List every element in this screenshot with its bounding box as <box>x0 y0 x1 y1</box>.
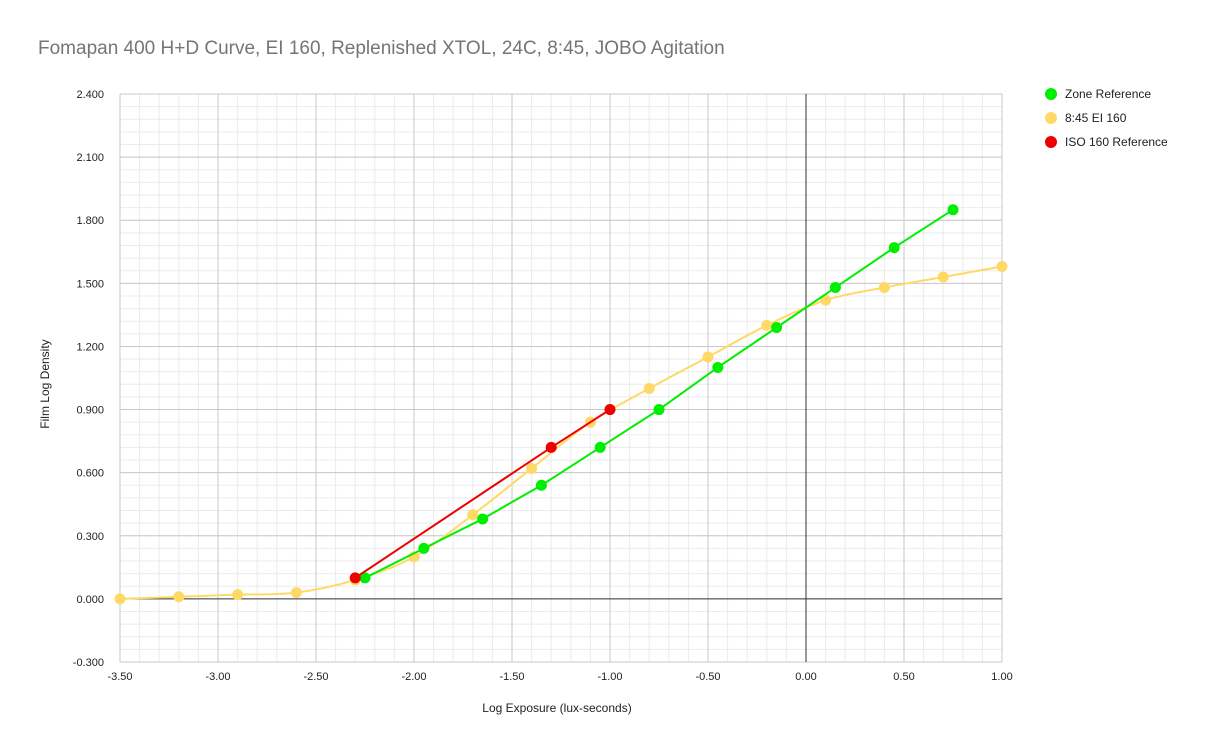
minor-grid <box>119 93 1003 663</box>
data-point-zone-reference <box>653 404 665 416</box>
data-point-zone-reference <box>535 479 547 491</box>
y-tick-label: 0.600 <box>76 468 104 480</box>
data-point-zone-reference <box>771 322 783 334</box>
data-point-8-45-ei-160 <box>173 591 185 603</box>
legend-label-8-45-ei-160: 8:45 EI 160 <box>1065 111 1127 125</box>
legend-marker-iso-160-reference <box>1045 136 1057 148</box>
data-point-zone-reference <box>888 242 900 254</box>
x-tick-label: 1.00 <box>991 671 1012 683</box>
data-point-8-45-ei-160 <box>114 593 126 605</box>
x-tick-label: -0.50 <box>695 671 720 683</box>
x-tick-label: -2.00 <box>401 671 426 683</box>
y-tick-label: -0.300 <box>73 657 104 669</box>
data-point-8-45-ei-160 <box>937 271 949 283</box>
legend-label-zone-reference: Zone Reference <box>1065 87 1151 101</box>
y-tick-label: 2.400 <box>76 89 104 101</box>
series-layer <box>114 204 1008 605</box>
x-tick-label: -1.50 <box>499 671 524 683</box>
x-tick-label: -2.50 <box>303 671 328 683</box>
x-tick-label: 0.50 <box>893 671 914 683</box>
data-point-8-45-ei-160 <box>526 462 538 474</box>
data-point-zone-reference <box>477 513 489 525</box>
x-tick-label: -3.00 <box>205 671 230 683</box>
data-point-zone-reference <box>712 361 724 373</box>
data-point-8-45-ei-160 <box>290 587 302 599</box>
data-point-8-45-ei-160 <box>702 351 714 363</box>
data-point-8-45-ei-160 <box>761 319 773 331</box>
y-tick-label: 1.500 <box>76 278 104 290</box>
tick-labels: -3.50 -3.00 -2.50 -2.00 -1.50 -1.00 -0.50 0.00 0… <box>73 89 1013 683</box>
y-tick-label: 1.800 <box>76 215 104 227</box>
data-point-iso-160-reference <box>349 572 361 584</box>
x-tick-label: 0.00 <box>795 671 816 683</box>
data-point-iso-160-reference <box>545 441 557 453</box>
y-tick-label: 0.900 <box>76 405 104 417</box>
legend: Zone Reference 8:45 EI 160 ISO 160 Referen… <box>1045 87 1168 149</box>
x-axis-label: Log Exposure (lux-seconds) <box>482 701 632 715</box>
legend-marker-zone-reference <box>1045 88 1057 100</box>
y-tick-label: 0.000 <box>76 594 104 606</box>
x-tick-label: -3.50 <box>107 671 132 683</box>
y-tick-label: 2.100 <box>76 152 104 164</box>
x-tick-label: -1.00 <box>597 671 622 683</box>
data-point-zone-reference <box>829 282 841 294</box>
data-point-zone-reference <box>947 204 959 216</box>
data-point-zone-reference <box>418 542 430 554</box>
data-point-zone-reference <box>594 441 606 453</box>
data-point-8-45-ei-160 <box>643 383 655 395</box>
data-point-8-45-ei-160 <box>232 589 244 601</box>
y-tick-label: 1.200 <box>76 341 104 353</box>
data-point-8-45-ei-160 <box>820 294 832 306</box>
legend-label-iso-160-reference: ISO 160 Reference <box>1065 135 1168 149</box>
data-point-zone-reference <box>359 572 371 584</box>
major-grid <box>119 93 1003 663</box>
legend-marker-8-45-ei-160 <box>1045 112 1057 124</box>
data-point-iso-160-reference <box>604 404 616 416</box>
y-tick-label: 0.300 <box>76 531 104 543</box>
data-point-8-45-ei-160 <box>996 261 1008 273</box>
chart-title: Fomapan 400 H+D Curve, EI 160, Replenish… <box>38 38 725 59</box>
data-point-8-45-ei-160 <box>467 509 479 521</box>
axes <box>120 94 1002 662</box>
data-point-8-45-ei-160 <box>878 282 890 294</box>
series-line-8-45-ei-160 <box>119 265 1003 600</box>
